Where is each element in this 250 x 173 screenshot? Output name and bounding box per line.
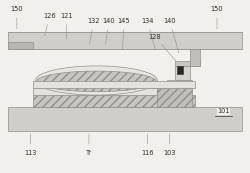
Text: 150: 150 xyxy=(10,6,23,29)
Text: 150: 150 xyxy=(211,6,223,29)
Bar xyxy=(33,95,194,107)
Text: 101: 101 xyxy=(217,108,230,114)
Bar xyxy=(175,66,190,80)
Text: 113: 113 xyxy=(24,134,37,156)
Text: 103: 103 xyxy=(164,134,176,156)
Text: 121: 121 xyxy=(60,13,73,39)
Bar xyxy=(190,49,200,66)
Text: 140: 140 xyxy=(164,18,179,53)
Bar xyxy=(167,80,192,88)
Bar xyxy=(33,81,194,88)
Bar xyxy=(157,88,192,107)
Text: 134: 134 xyxy=(141,18,155,49)
Ellipse shape xyxy=(37,71,156,92)
Bar xyxy=(33,88,157,95)
Bar xyxy=(8,32,242,49)
Text: 116: 116 xyxy=(141,134,154,156)
Bar xyxy=(8,107,242,131)
Bar xyxy=(175,61,200,66)
Text: 126: 126 xyxy=(43,13,56,36)
Text: 132: 132 xyxy=(88,18,100,44)
Ellipse shape xyxy=(36,66,157,95)
Text: Tr: Tr xyxy=(86,134,92,156)
Text: 145: 145 xyxy=(118,18,130,49)
Text: 128: 128 xyxy=(148,34,178,64)
Text: 140: 140 xyxy=(102,18,115,44)
Bar xyxy=(177,66,184,75)
Bar xyxy=(8,42,33,49)
